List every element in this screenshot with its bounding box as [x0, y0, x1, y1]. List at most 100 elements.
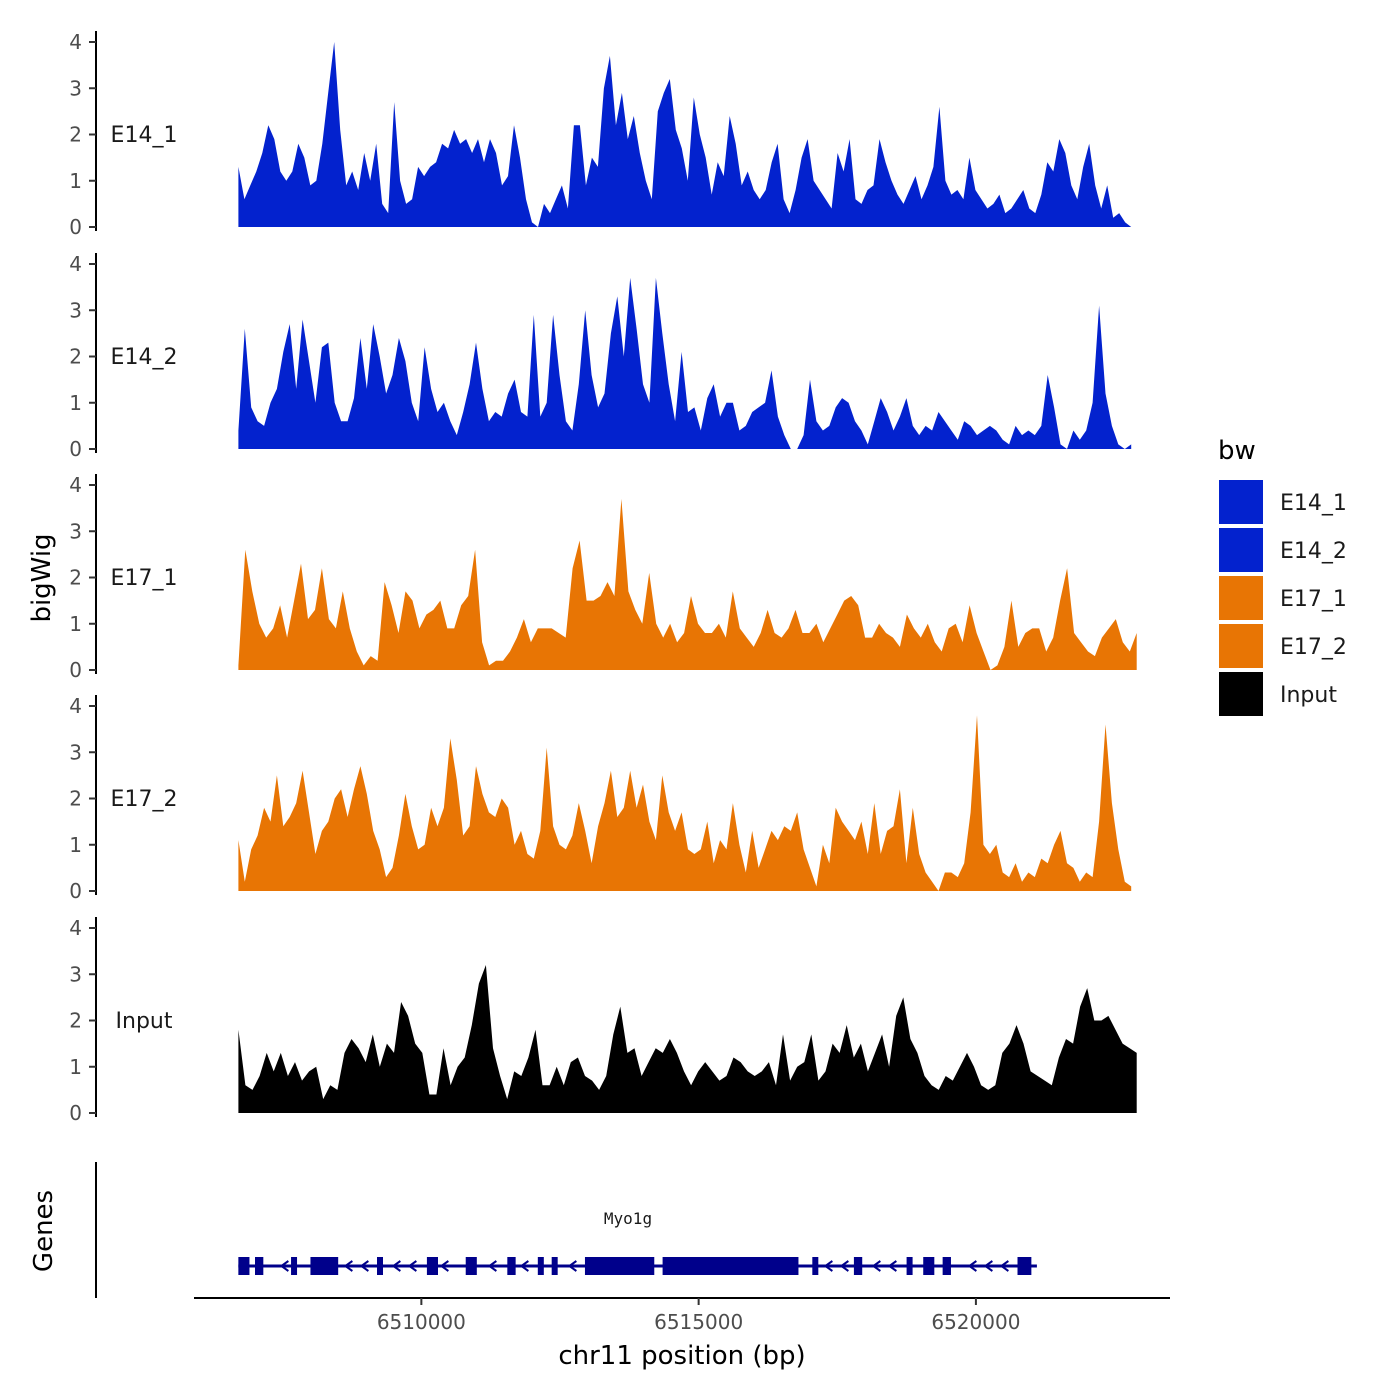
gene-exon	[906, 1257, 913, 1275]
x-tick-label: 6520000	[931, 1310, 1020, 1334]
strand-arrow	[439, 1260, 449, 1272]
gene-exon	[537, 1257, 544, 1275]
y-tick-label: 3	[69, 76, 82, 100]
y-tick-label: 0	[69, 215, 82, 239]
strand-arrow	[407, 1260, 417, 1272]
gene-exon	[255, 1257, 264, 1275]
y-tick-label: 4	[69, 473, 82, 497]
y-tick-label: 2	[69, 566, 82, 590]
legend-entries: E14_1 E14_2 E17_1 E17_2 Input	[1219, 480, 1347, 716]
gene-exon	[812, 1257, 819, 1275]
legend-swatch	[1219, 528, 1263, 572]
x-axis: 6510000 6515000 6520000 chr11 position (bp…	[194, 1297, 1170, 1371]
x-tick-label: 6510000	[377, 1310, 466, 1334]
coverage-area-e14-1	[238, 42, 1132, 227]
legend-label: E14_1	[1280, 491, 1347, 516]
legend-swatch	[1219, 576, 1263, 620]
y-tick-label: 3	[69, 740, 82, 764]
strand-arrow	[519, 1260, 529, 1272]
x-axis-ticks: 6510000 6515000 6520000	[377, 1298, 1020, 1334]
track-e14-2: 0 1 2 3 4 E14_2	[69, 252, 1132, 461]
strand-arrow	[871, 1260, 881, 1272]
x-axis-title: chr11 position (bp)	[558, 1341, 805, 1371]
strand-arrow	[839, 1260, 849, 1272]
gene-exon	[662, 1257, 799, 1275]
gene-exon	[584, 1257, 655, 1275]
legend-label: Input	[1280, 683, 1337, 708]
gene-track-axis-title: Genes	[29, 1190, 59, 1272]
legend-label: E17_1	[1280, 587, 1347, 612]
y-tick-label: 1	[69, 169, 82, 193]
y-tick-label: 3	[69, 519, 82, 543]
y-tick-label: 2	[69, 345, 82, 369]
strand-arrow	[999, 1260, 1009, 1272]
strand-arrow	[887, 1260, 897, 1272]
coverage-area-e17-1	[238, 498, 1137, 670]
track-label: E14_2	[111, 345, 178, 370]
gene-exon	[923, 1257, 935, 1275]
y-tick-label: 0	[69, 437, 82, 461]
coverage-area-e17-2	[238, 715, 1132, 891]
y-tick-label: 3	[69, 298, 82, 322]
y-axis-title: bigWig	[27, 533, 57, 622]
strand-arrow	[567, 1260, 577, 1272]
y-tick-label: 3	[69, 962, 82, 986]
y-tick-label: 2	[69, 1009, 82, 1033]
strand-arrow	[279, 1260, 289, 1272]
y-tick-label: 1	[69, 391, 82, 415]
y-tick-label: 4	[69, 30, 82, 54]
track-label: E17_2	[111, 787, 178, 812]
strand-arrow	[343, 1260, 353, 1272]
y-tick-label: 1	[69, 833, 82, 857]
gene-exon	[551, 1257, 558, 1275]
track-input: 0 1 2 3 4 Input	[69, 916, 1137, 1125]
y-tick-label: 1	[69, 612, 82, 636]
gene-track: Genes Myo1g	[29, 1162, 1037, 1298]
track-e17-2: 0 1 2 3 4 E17_2	[69, 694, 1132, 903]
coverage-area-e14-2	[238, 277, 1132, 449]
legend-label: E17_2	[1280, 635, 1347, 660]
gene-exon	[310, 1257, 339, 1275]
coverage-tracks: 0 1 2 3 4 E14_1 0 1 2 3 4 E14_2 0 1 2 3 4 E17_1 0 1 2 3 4 E17_2…	[69, 30, 1137, 1125]
gene-exon	[238, 1257, 250, 1275]
track-e17-1: 0 1 2 3 4 E17_1	[69, 473, 1137, 682]
gene-exon	[1017, 1257, 1032, 1275]
gene-exon	[465, 1257, 477, 1275]
legend: bw E14_1 E14_2 E17_1 E17_2 Input	[1218, 436, 1347, 716]
gene-exon	[426, 1257, 438, 1275]
gene-exon	[377, 1257, 383, 1275]
gene-exon	[507, 1257, 516, 1275]
y-tick-label: 2	[69, 123, 82, 147]
y-tick-label: 4	[69, 252, 82, 276]
y-tick-label: 0	[69, 1101, 82, 1125]
strand-arrow	[359, 1260, 369, 1272]
legend-swatch	[1219, 672, 1263, 716]
gene-exon	[853, 1257, 863, 1275]
gene-exon	[942, 1257, 951, 1275]
strand-arrow	[823, 1260, 833, 1272]
strand-arrow	[391, 1260, 401, 1272]
track-label: E17_1	[111, 566, 178, 591]
legend-swatch	[1219, 480, 1263, 524]
legend-swatch	[1219, 624, 1263, 668]
gene-model	[238, 1257, 1037, 1275]
y-tick-label: 4	[69, 916, 82, 940]
strand-arrow	[487, 1260, 497, 1272]
x-tick-label: 6515000	[654, 1310, 743, 1334]
gene-label: Myo1g	[604, 1209, 652, 1228]
y-tick-label: 1	[69, 1055, 82, 1079]
y-tick-label: 0	[69, 879, 82, 903]
gene-exon	[291, 1257, 298, 1275]
track-label: Input	[116, 1009, 173, 1034]
y-tick-label: 0	[69, 658, 82, 682]
track-label: E14_1	[111, 123, 178, 148]
strand-arrow	[967, 1260, 977, 1272]
coverage-area-input	[238, 965, 1137, 1113]
strand-arrow	[983, 1260, 993, 1272]
track-e14-1: 0 1 2 3 4 E14_1	[69, 30, 1132, 239]
legend-label: E14_2	[1280, 539, 1347, 564]
y-tick-label: 2	[69, 787, 82, 811]
y-tick-label: 4	[69, 694, 82, 718]
legend-title: bw	[1218, 436, 1256, 466]
